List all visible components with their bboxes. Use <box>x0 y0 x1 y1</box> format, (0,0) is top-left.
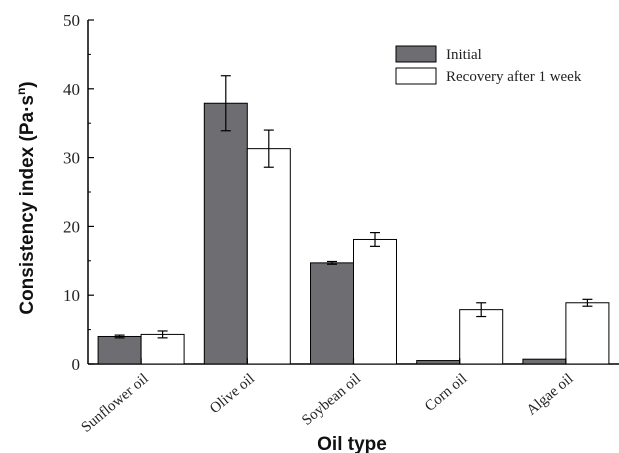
legend-swatch-recovery <box>395 67 437 85</box>
legend-label-initial: Initial <box>446 47 482 63</box>
x-tick-label: Olive oil <box>207 371 258 417</box>
x-tick-label: Corn oil <box>422 371 470 415</box>
bar-recovery-3 <box>459 309 504 365</box>
bar-recovery-0 <box>140 333 185 365</box>
legend-label-recovery: Recovery after 1 week <box>446 69 582 85</box>
bar-recovery-4 <box>565 302 610 365</box>
x-tick-label: Algae oil <box>524 371 577 419</box>
y-axis-title: Consistency index (Pa·sn) <box>14 81 38 314</box>
bar-initial-0 <box>97 335 142 365</box>
bar-initial-3 <box>416 360 461 365</box>
y-axis-title-suffix: ) <box>17 81 38 87</box>
legend: Initial Recovery after 1 week <box>395 45 582 85</box>
bar-recovery-2 <box>353 238 397 365</box>
bar-initial-1 <box>203 102 248 365</box>
y-axis-ticks: 0 10 20 30 40 50 <box>63 11 94 374</box>
y-axis-title-superscript: n <box>14 88 28 95</box>
y-tick-label: 0 <box>72 355 81 374</box>
error-bars <box>114 75 593 339</box>
y-tick-label: 10 <box>63 286 80 305</box>
bars <box>97 102 610 365</box>
x-tick-label: Soybean oil <box>299 371 364 429</box>
y-tick-label: 50 <box>63 11 80 30</box>
y-axis-title-main: Consistency index (Pa·s <box>17 95 38 315</box>
bar-initial-4 <box>522 358 567 365</box>
y-tick-label: 40 <box>63 80 80 99</box>
y-tick-label: 30 <box>63 149 80 168</box>
legend-swatch-initial <box>395 45 437 63</box>
bar-initial-2 <box>310 262 354 365</box>
x-axis-title: Oil type <box>317 434 387 453</box>
y-tick-label: 20 <box>63 217 80 236</box>
x-axis-ticks: Sunflower oil Olive oil Soybean oil Corn oi… <box>79 358 577 436</box>
x-tick-label: Sunflower oil <box>79 371 152 436</box>
bar-recovery-1 <box>246 148 291 365</box>
